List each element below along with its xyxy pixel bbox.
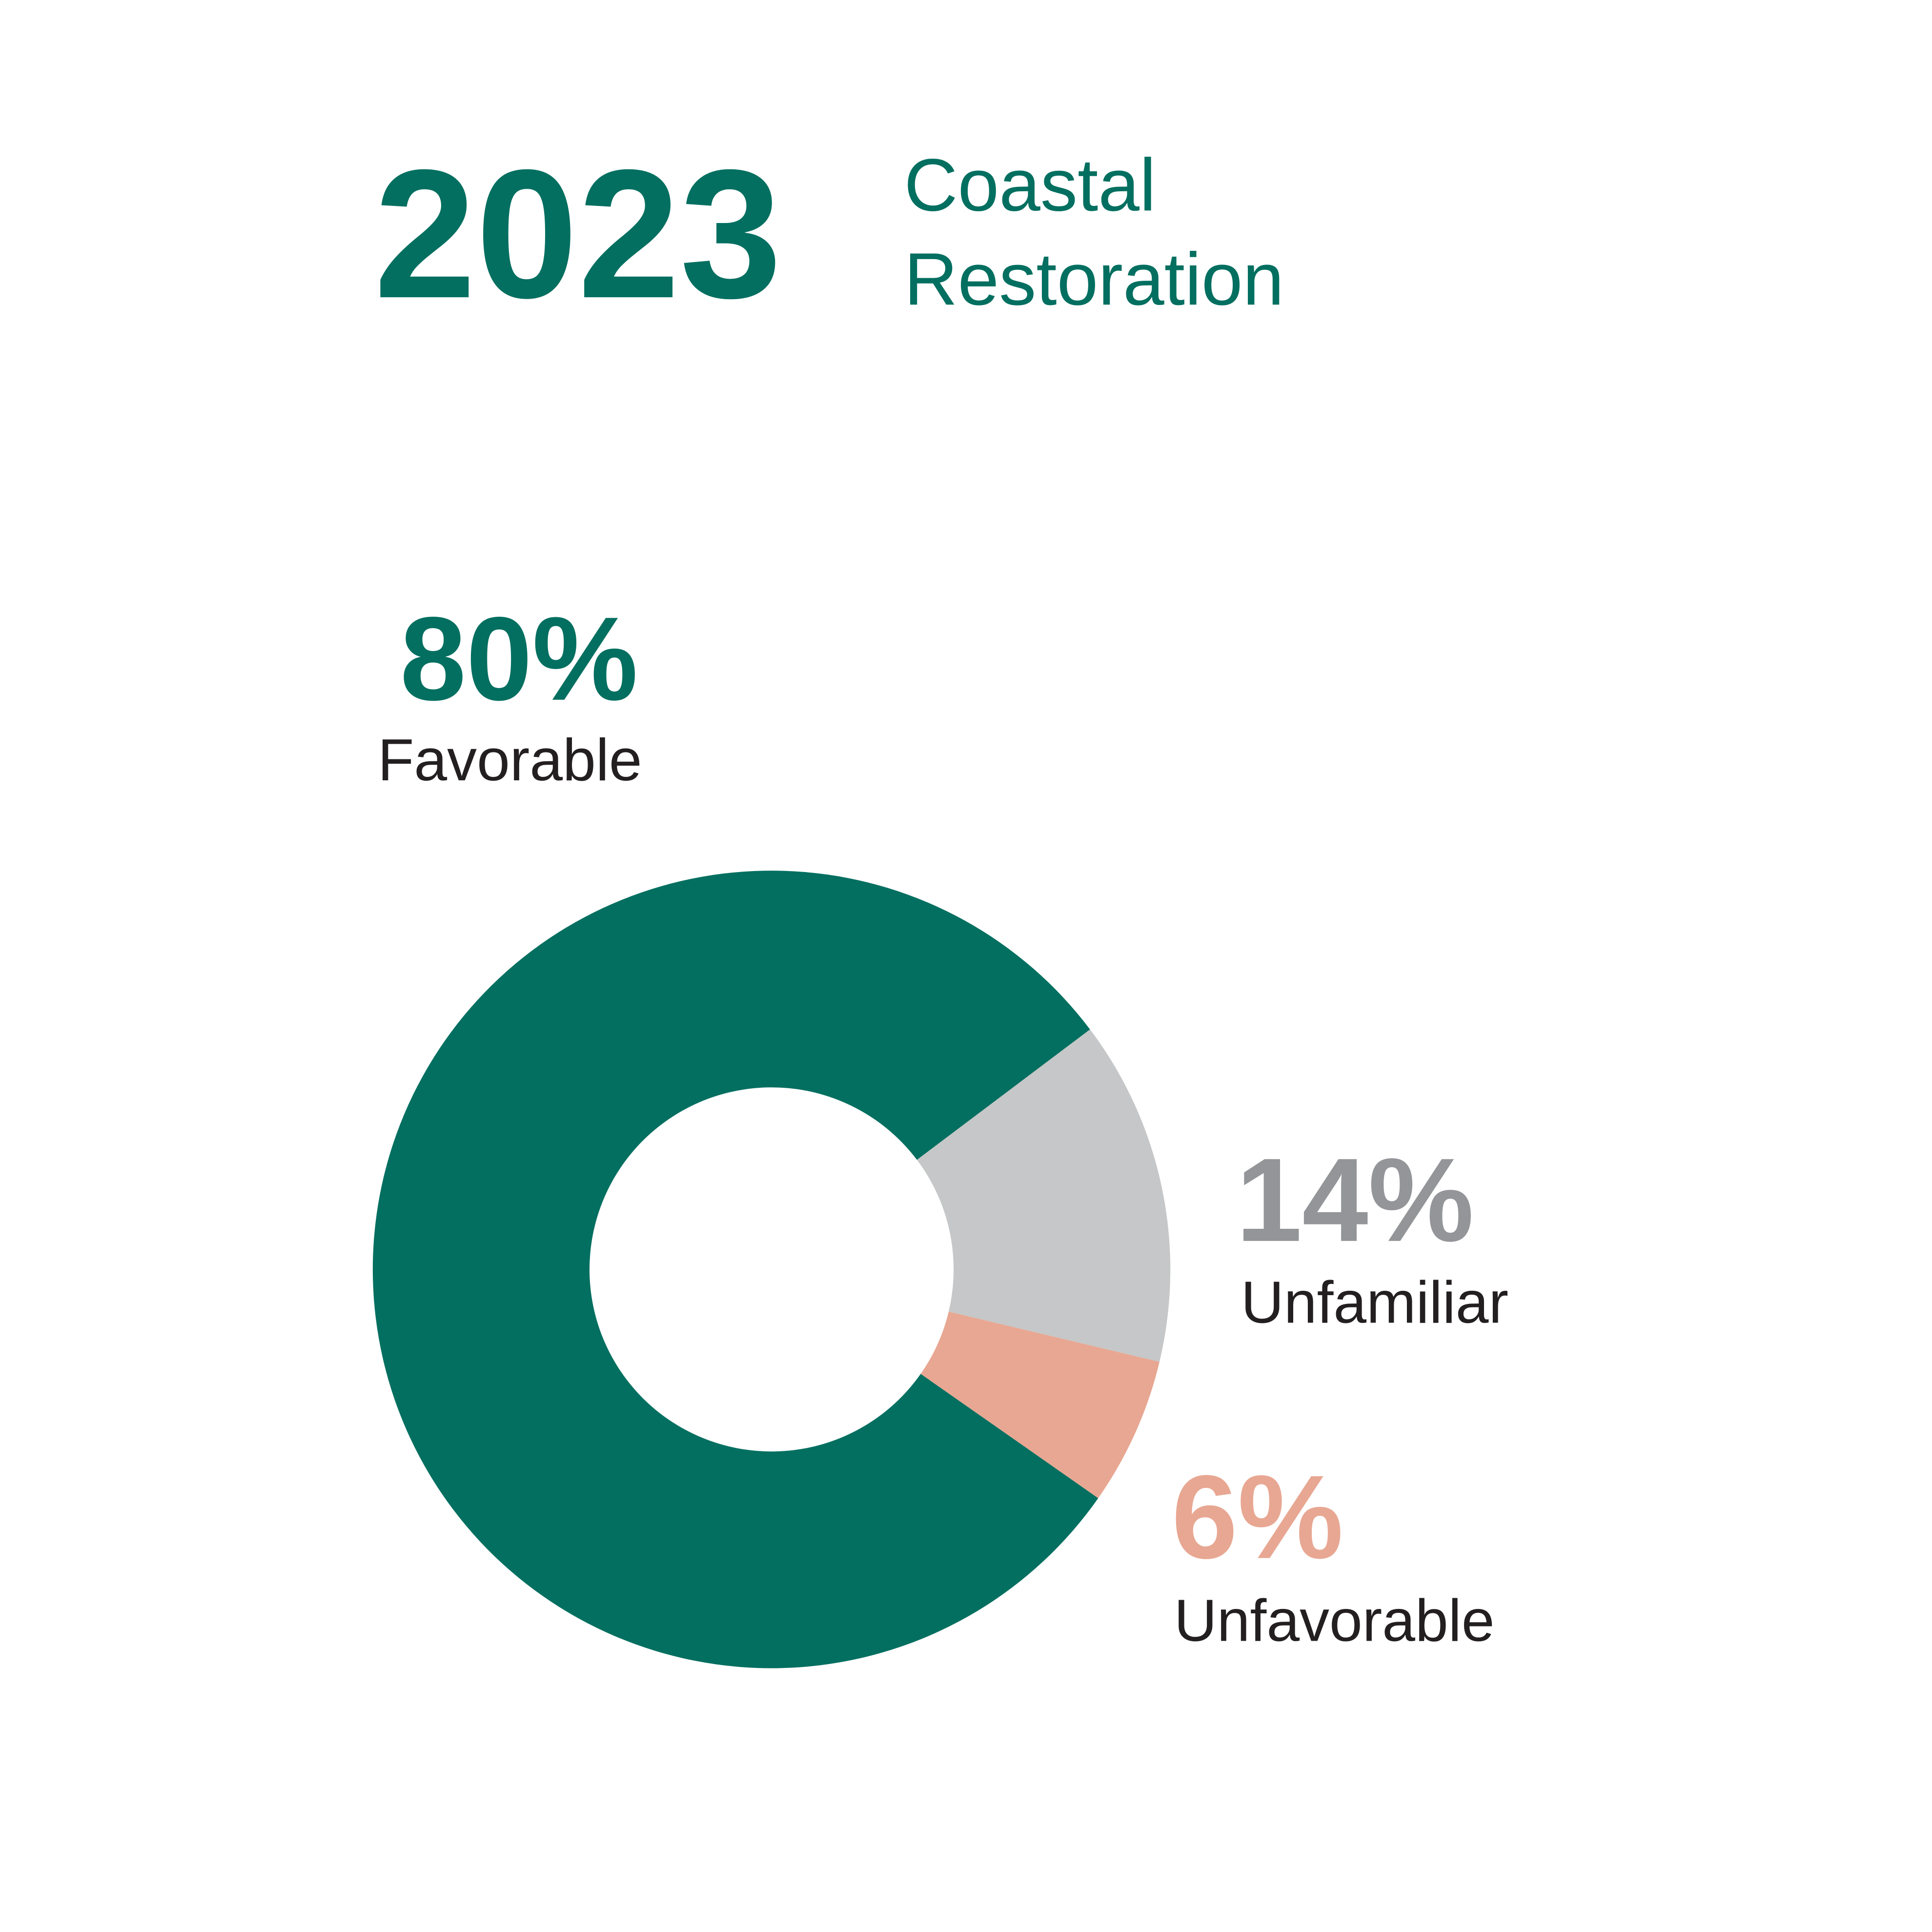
chart-subtitle: Coastal [904,143,1156,226]
category-label: Unfavorable [1174,1587,1495,1654]
value-label: 6% [1172,1450,1343,1584]
donut-slice [920,1311,1159,1498]
value-label: 14% [1236,1133,1474,1266]
chart-title: 2023 [374,131,782,336]
category-label: Unfamiliar [1241,1269,1508,1335]
category-label: Favorable [378,727,642,793]
chart-subtitle: Restoration [904,238,1284,321]
donut-slice [372,871,1098,1668]
value-label: 80% [400,592,638,725]
donut-slice [917,1029,1171,1362]
